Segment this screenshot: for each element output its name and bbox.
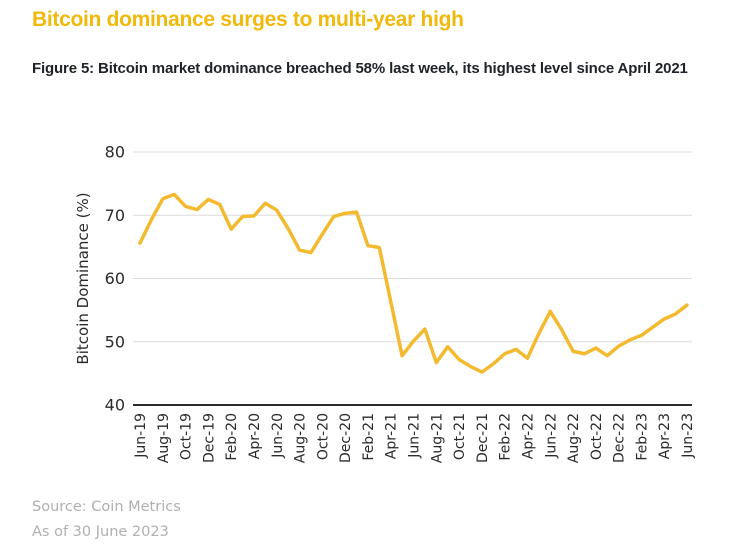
- x-tick-label: Dec-21: [475, 413, 491, 463]
- as-of-text: As of 30 June 2023: [32, 524, 169, 540]
- y-tick-label: 60: [105, 269, 125, 288]
- page-title: Bitcoin dominance surges to multi-year h…: [32, 8, 464, 31]
- x-tick-label: Feb-23: [634, 413, 650, 461]
- x-tick-label: Jun-23: [680, 413, 696, 459]
- x-tick-label: Dec-20: [338, 413, 354, 463]
- source-text: Source: Coin Metrics: [32, 499, 181, 515]
- x-tick-label: Dec-22: [612, 413, 628, 463]
- chart-footnote: Source: Coin Metrics As of 30 June 2023: [32, 495, 181, 544]
- x-tick-label: Oct-21: [452, 413, 468, 460]
- x-tick-label: Aug-19: [156, 413, 172, 463]
- x-tick-label: Apr-21: [384, 413, 400, 459]
- x-tick-label: Oct-20: [315, 413, 331, 460]
- x-tick-label: Jun-21: [407, 413, 423, 459]
- x-tick-label: Jun-22: [543, 413, 559, 459]
- x-tick-label: Aug-21: [429, 413, 445, 463]
- x-tick-label: Oct-19: [179, 413, 195, 460]
- x-tick-label: Feb-20: [224, 413, 240, 461]
- x-tick-label: Aug-22: [566, 413, 582, 463]
- y-tick-label: 80: [105, 143, 125, 162]
- x-tick-label: Feb-22: [498, 413, 514, 461]
- y-tick-label: 50: [105, 332, 125, 351]
- x-tick-label: Apr-20: [247, 413, 263, 459]
- x-tick-label: Feb-21: [361, 413, 377, 461]
- x-tick-label: Jun-20: [270, 413, 286, 459]
- y-tick-label: 70: [105, 206, 125, 225]
- x-tick-label: Oct-22: [589, 413, 605, 460]
- x-tick-label: Apr-23: [657, 413, 673, 459]
- y-tick-label: 40: [105, 396, 125, 415]
- x-tick-label: Dec-19: [201, 413, 217, 463]
- x-tick-label: Aug-20: [293, 413, 309, 463]
- dominance-line-series: [138, 192, 689, 374]
- figure-caption: Figure 5: Bitcoin market dominance breac…: [32, 60, 688, 77]
- y-axis-title: Bitcoin Dominance (%): [74, 192, 92, 364]
- x-tick-label: Apr-22: [520, 413, 536, 459]
- x-tick-label: Jun-19: [133, 413, 149, 459]
